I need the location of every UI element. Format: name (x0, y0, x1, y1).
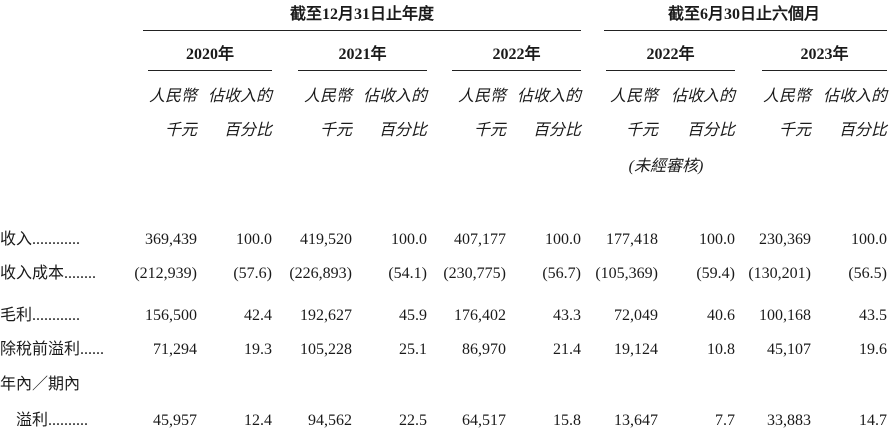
cell: 43.5 (859, 307, 887, 324)
cell: 86,970 (462, 341, 506, 358)
cell: 100.0 (236, 231, 272, 248)
cell: (212,939) (134, 265, 197, 282)
column-header: 佔收入的 (516, 88, 581, 105)
column-header: 百分比 (223, 122, 272, 139)
rule (452, 70, 581, 71)
cell: 19,124 (614, 341, 658, 358)
year-header: 2022年 (492, 46, 541, 63)
cell: 10.8 (707, 341, 735, 358)
cell: 230,369 (759, 231, 811, 248)
column-header: 百分比 (686, 122, 735, 139)
column-header: 百分比 (838, 122, 887, 139)
unaudited-note: (未經審核) (628, 158, 704, 175)
column-header: 佔收入的 (670, 88, 735, 105)
row-label: 年內／期內 (0, 376, 81, 393)
rule (762, 70, 887, 71)
column-header: 人民幣 (457, 88, 506, 105)
cell: 45.9 (399, 307, 427, 324)
column-header: 人民幣 (609, 88, 658, 105)
cell: 156,500 (145, 307, 197, 324)
cell: 12.4 (244, 412, 272, 429)
cell: (56.7) (542, 265, 581, 282)
cell: 42.4 (244, 307, 272, 324)
column-header: 佔收入的 (207, 88, 272, 105)
cell: 71,294 (153, 341, 197, 358)
group-header: 截至12月31日止年度 (289, 6, 435, 23)
cell: 100.0 (699, 231, 735, 248)
rule (604, 30, 887, 31)
rule (606, 70, 735, 71)
cell: 105,228 (300, 341, 352, 358)
row-label: 毛利............ (0, 307, 81, 324)
cell: 25.1 (399, 341, 427, 358)
column-header: 人民幣 (148, 88, 197, 105)
row-label: 溢利.......... (16, 412, 89, 429)
cell: 176,402 (454, 307, 506, 324)
cell: (105,369) (595, 265, 658, 282)
cell: 72,049 (614, 307, 658, 324)
cell: 19.6 (859, 341, 887, 358)
group-header: 截至6月30日止六個月 (667, 6, 821, 23)
cell: 14.7 (859, 412, 887, 429)
column-header: 千元 (625, 122, 658, 139)
cell: 7.7 (715, 412, 735, 429)
row-label: 收入............ (0, 231, 81, 248)
rule (143, 30, 581, 31)
row-label: 除稅前溢利...... (0, 341, 105, 358)
column-header: 千元 (778, 122, 811, 139)
cell: 45,107 (767, 341, 811, 358)
cell: 100,168 (759, 307, 811, 324)
cell: (56.5) (848, 265, 887, 282)
cell: 369,439 (145, 231, 197, 248)
column-header: 千元 (473, 122, 506, 139)
column-header: 佔收入的 (822, 88, 887, 105)
column-header: 百分比 (532, 122, 581, 139)
column-header: 人民幣 (303, 88, 352, 105)
cell: 100.0 (545, 231, 581, 248)
year-header: 2022年 (646, 46, 695, 63)
cell: 19.3 (244, 341, 272, 358)
cell: 13,647 (614, 412, 658, 429)
cell: 177,418 (606, 231, 658, 248)
cell: 94,562 (308, 412, 352, 429)
rule (298, 70, 427, 71)
cell: 192,627 (300, 307, 352, 324)
year-header: 2020年 (185, 46, 235, 63)
column-header: 百分比 (378, 122, 427, 139)
cell: (130,201) (748, 265, 811, 282)
cell: (226,893) (289, 265, 352, 282)
year-header: 2023年 (800, 46, 849, 63)
cell: (230,775) (443, 265, 506, 282)
cell: 15.8 (553, 412, 581, 429)
cell: (54.1) (388, 265, 427, 282)
cell: (59.4) (696, 265, 735, 282)
column-header: 千元 (319, 122, 352, 139)
column-header: 千元 (164, 122, 197, 139)
cell: 64,517 (462, 412, 506, 429)
year-header: 2021年 (338, 46, 387, 63)
column-header: 人民幣 (762, 88, 811, 105)
column-header: 佔收入的 (362, 88, 427, 105)
row-label: 收入成本........ (0, 265, 97, 282)
cell: 100.0 (851, 231, 887, 248)
cell: 40.6 (707, 307, 735, 324)
cell: 45,957 (153, 412, 197, 429)
cell: 22.5 (399, 412, 427, 429)
cell: 407,177 (454, 231, 506, 248)
cell: 100.0 (391, 231, 427, 248)
cell: 21.4 (553, 341, 581, 358)
cell: 43.3 (553, 307, 581, 324)
cell: 33,883 (767, 412, 811, 429)
cell: (57.6) (233, 265, 272, 282)
rule (148, 70, 272, 71)
cell: 419,520 (300, 231, 352, 248)
